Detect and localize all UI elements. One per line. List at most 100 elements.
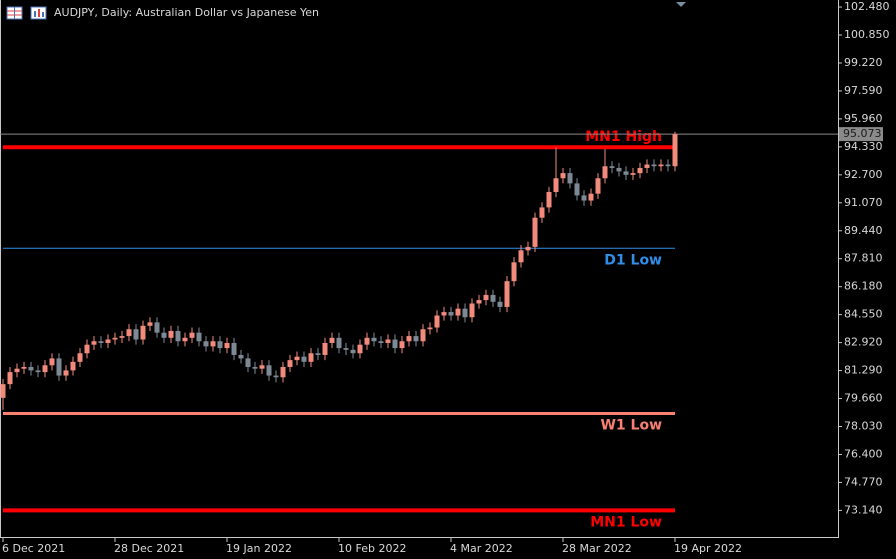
y-tick-label: 87.810 [844, 252, 883, 265]
candle-body [336, 337, 342, 349]
y-tick-label: 73.140 [844, 503, 883, 516]
candle-body [161, 332, 167, 338]
candle-body [280, 366, 286, 378]
candle-body [7, 372, 13, 385]
candle-body [483, 294, 489, 301]
candle-body [49, 358, 55, 366]
candle-body [105, 339, 111, 343]
y-tick-label: 92.700 [844, 168, 883, 181]
candle-body [259, 365, 265, 369]
candle-body [546, 191, 552, 208]
candle-body [455, 308, 461, 316]
candle-body [224, 342, 230, 349]
candle-body [133, 329, 139, 340]
candle-body [210, 341, 216, 347]
candle-body [315, 353, 321, 355]
candle-body [77, 353, 83, 362]
candle-body [308, 353, 314, 362]
candle-body [28, 366, 34, 371]
candle-body [651, 164, 657, 167]
candle-body [588, 193, 594, 201]
candle-body [658, 164, 664, 167]
candle-body [413, 336, 419, 342]
candle-body [595, 178, 601, 194]
candle-body [672, 134, 678, 167]
candle-body [14, 368, 20, 373]
candle-body [0, 384, 6, 398]
y-tick-label: 89.440 [844, 224, 883, 237]
candle-body [112, 337, 118, 340]
candle-body [140, 325, 146, 340]
candle-body [231, 342, 237, 355]
candle-body [343, 348, 349, 350]
candle-body [462, 308, 468, 318]
candle-body [567, 173, 573, 184]
candle-body [294, 356, 300, 361]
candle-body [560, 173, 566, 179]
candle-body [63, 370, 69, 376]
candle-body [525, 246, 531, 251]
x-tick-label: 19 Apr 2022 [674, 542, 742, 555]
level-label: W1 Low [600, 417, 662, 433]
candle-body [448, 312, 454, 316]
candle-body [644, 164, 650, 168]
x-tick-label: 28 Mar 2022 [562, 542, 632, 555]
candle-body [497, 301, 503, 307]
candle-body [378, 341, 384, 343]
candle-body [238, 354, 244, 359]
candle-body [98, 341, 104, 343]
candle-body [182, 337, 188, 342]
candle-body [266, 365, 272, 376]
x-tick-label: 6 Dec 2021 [2, 542, 65, 555]
candle-body [490, 294, 496, 302]
level-label: MN1 High [585, 129, 662, 145]
current-price-label: 95.073 [843, 127, 882, 140]
candle-body [203, 341, 209, 347]
candle-body [42, 365, 48, 373]
candle-body [399, 341, 405, 349]
y-tick-label: 74.770 [844, 475, 883, 488]
candle-body [287, 360, 293, 367]
candle-body [665, 164, 671, 167]
candle-body [84, 344, 90, 354]
y-tick-label: 94.330 [844, 140, 883, 153]
y-tick-label: 81.290 [844, 364, 883, 377]
candle-body [189, 332, 195, 338]
candle-body [35, 370, 41, 373]
candle-body [322, 342, 328, 355]
candle-body [476, 300, 482, 304]
candle-body [91, 341, 97, 345]
symbol-icons [6, 6, 47, 20]
candle-body [469, 303, 475, 318]
candle-body [217, 341, 223, 349]
candle-body [56, 358, 62, 376]
candle-body [623, 171, 629, 175]
candle-body [602, 166, 608, 179]
candle-body [350, 349, 356, 354]
candle-body [147, 322, 153, 326]
candle-body [427, 327, 433, 330]
y-tick-label: 82.920 [844, 336, 883, 349]
candle-body [371, 337, 377, 342]
candle-body [637, 167, 643, 174]
y-tick-label: 78.030 [844, 420, 883, 433]
candle-body [518, 250, 524, 263]
candle-body [406, 336, 412, 342]
candle-body [154, 322, 160, 333]
shift-marker [676, 2, 686, 7]
candle-body [630, 173, 636, 175]
candle-body [539, 207, 545, 218]
y-tick-label: 100.850 [844, 28, 890, 41]
x-tick-label: 19 Jan 2022 [226, 542, 292, 555]
level-label: D1 Low [604, 252, 662, 268]
candle-body [301, 356, 307, 362]
current-price-box [839, 127, 883, 142]
candle-body [609, 166, 615, 168]
candle-body [385, 339, 391, 343]
candle-body [168, 330, 174, 338]
candle-body [364, 337, 370, 345]
x-tick-label: 4 Mar 2022 [450, 542, 513, 555]
